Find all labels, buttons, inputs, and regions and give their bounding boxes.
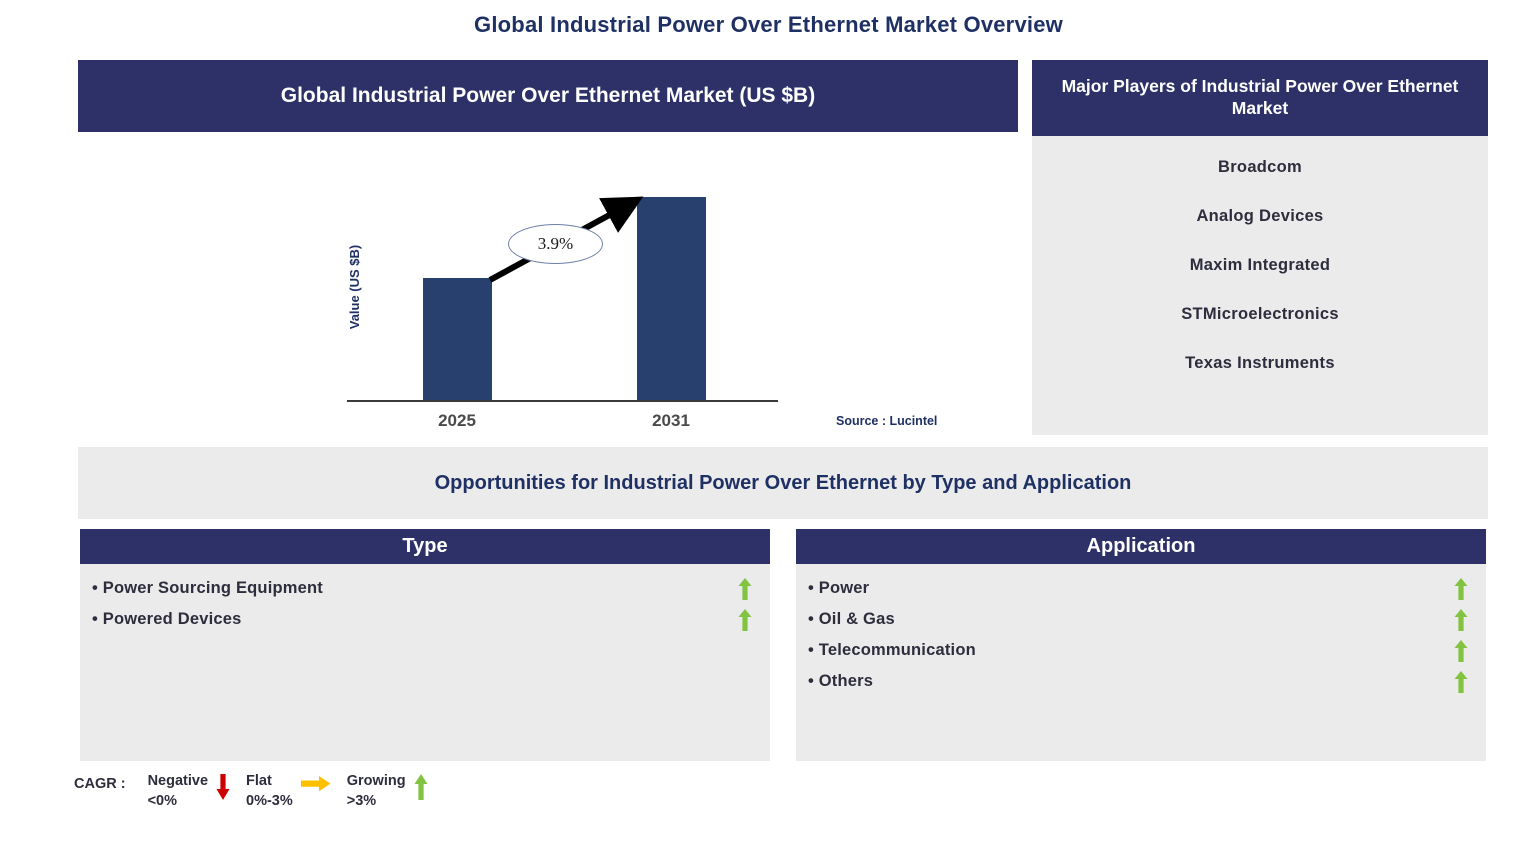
chart-panel-header: Global Industrial Power Over Ethernet Ma… xyxy=(78,60,1018,132)
arrow-up-green-icon xyxy=(1454,577,1468,600)
type-card: Type • Power Sourcing Equipment • Powere… xyxy=(80,529,770,761)
legend-growing-text: Growing >3% xyxy=(347,772,406,811)
legend-entry-flat: Flat 0%-3% xyxy=(246,772,337,811)
type-panel-header: Type xyxy=(80,529,770,564)
market-chart-card: Global Industrial Power Over Ethernet Ma… xyxy=(78,60,1018,435)
legend-negative-range: <0% xyxy=(147,792,177,809)
list-item: • Power xyxy=(796,573,1486,604)
legend-flat-name: Flat xyxy=(246,773,272,789)
bar-2025 xyxy=(423,278,492,400)
source-note: Source : Lucintel xyxy=(836,414,938,428)
legend-negative-text: Negative <0% xyxy=(148,772,208,811)
application-panel-body: • Power • Oil & Gas • Telecommunication … xyxy=(796,564,1486,761)
arrow-up-green-icon xyxy=(1454,608,1468,631)
application-panel-header: Application xyxy=(796,529,1486,564)
x-tick-label-2025: 2025 xyxy=(438,411,476,430)
list-item: STMicroelectronics xyxy=(1181,305,1339,323)
legend-negative-name: Negative xyxy=(147,773,209,789)
arrow-up-green-icon xyxy=(738,608,752,631)
arrow-up-green-icon xyxy=(414,774,428,800)
type-panel-body: • Power Sourcing Equipment • Powered Dev… xyxy=(80,564,770,761)
x-tick-label-2031: 2031 xyxy=(652,411,690,430)
list-item: Analog Devices xyxy=(1196,207,1324,225)
major-players-header: Major Players of Industrial Power Over E… xyxy=(1032,60,1488,136)
arrow-up-green-icon xyxy=(738,577,752,600)
list-item: • Others xyxy=(796,666,1486,697)
page-title: Global Industrial Power Over Ethernet Ma… xyxy=(474,12,1063,37)
cagr-legend-title: CAGR : xyxy=(74,776,126,792)
arrow-up-green-icon xyxy=(1454,639,1468,662)
list-item: Broadcom xyxy=(1218,158,1302,176)
list-item: • Oil & Gas xyxy=(796,604,1486,635)
type-item-label: • Powered Devices xyxy=(92,610,242,628)
bar-2031 xyxy=(637,197,706,400)
application-item-label: • Power xyxy=(808,579,870,597)
arrow-up-green-icon xyxy=(1454,670,1468,693)
legend-flat-range: 0%-3% xyxy=(246,792,293,809)
legend-entry-growing: Growing >3% xyxy=(347,772,434,811)
legend-flat-text: Flat 0%-3% xyxy=(246,772,293,811)
x-axis-line xyxy=(347,400,778,402)
type-item-label: • Power Sourcing Equipment xyxy=(92,579,323,597)
opportunities-banner: Opportunities for Industrial Power Over … xyxy=(78,447,1488,519)
arrow-right-yellow-icon xyxy=(300,776,331,792)
list-item: • Power Sourcing Equipment xyxy=(80,573,770,604)
list-item: Maxim Integrated xyxy=(1189,256,1331,274)
list-item: • Telecommunication xyxy=(796,635,1486,666)
legend-growing-name: Growing xyxy=(346,773,406,789)
chart-plot-area xyxy=(78,132,1018,435)
application-item-label: • Oil & Gas xyxy=(808,610,895,628)
application-item-label: • Telecommunication xyxy=(808,641,976,659)
legend-entry-negative: Negative <0% xyxy=(148,772,236,811)
major-players-list: Broadcom Analog Devices Maxim Integrated… xyxy=(1032,136,1488,435)
y-axis-title: Value (US $B) xyxy=(347,244,362,330)
cagr-callout-bubble: 3.9% xyxy=(508,224,603,264)
arrow-down-red-icon xyxy=(216,774,230,800)
major-players-card: Major Players of Industrial Power Over E… xyxy=(1032,60,1488,435)
legend-growing-range: >3% xyxy=(346,792,377,809)
application-item-label: • Others xyxy=(808,672,874,690)
application-card: Application • Power • Oil & Gas • Teleco… xyxy=(796,529,1486,761)
list-item: • Powered Devices xyxy=(80,604,770,635)
cagr-legend: CAGR : Negative <0% Flat 0%-3% Growing >… xyxy=(74,772,504,822)
list-item: Texas Instruments xyxy=(1185,354,1335,372)
